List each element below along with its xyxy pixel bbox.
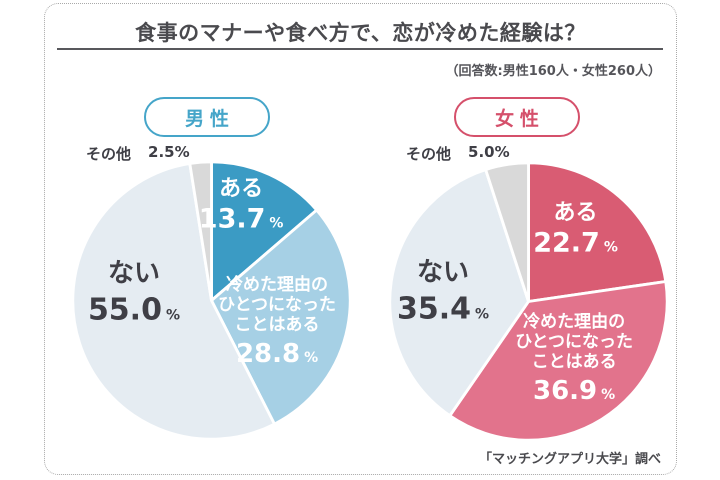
slice-label-yes: ある 13.7% — [198, 176, 284, 235]
respondents-note: （回答数:男性160人・女性260人） — [445, 64, 661, 79]
slice-label-no: ない 35.4% — [396, 258, 490, 327]
other-label: その他 — [86, 145, 132, 163]
pie-svg-women — [388, 161, 669, 442]
slice-label-yes: ある 22.7% — [533, 200, 618, 259]
pie-slice-0 — [527, 161, 668, 303]
pie-slice-3 — [188, 160, 213, 302]
gender-badge-women: 女性 — [454, 97, 580, 137]
other-note-women: その他 5.0% — [406, 143, 510, 164]
slice-label-partly: 冷めた理由の ひとつになった ことはある 28.8% — [218, 275, 336, 370]
pie-slice-3 — [484, 161, 530, 303]
pie-slice-1 — [210, 208, 352, 426]
page-title: 食事のマナーや食べ方で、恋が冷めた経験は？ — [135, 21, 586, 45]
slice-label-no: ない 55.0% — [87, 258, 180, 328]
other-value: 2.5% — [148, 143, 190, 161]
card: 食事のマナーや食べ方で、恋が冷めた経験は？ （回答数:男性160人・女性260人… — [44, 3, 677, 475]
pie-svg-men — [71, 160, 352, 441]
title-divider — [57, 48, 663, 50]
gender-badge-men: 男性 — [144, 97, 270, 137]
pie-chart-men: ある 13.7% 冷めた理由の ひとつになった ことはある 28.8% ない 5… — [69, 158, 354, 443]
other-value: 5.0% — [468, 143, 510, 161]
pie-slice-2 — [71, 162, 276, 441]
source-note: 「マッチングアプリ大学」調べ — [478, 452, 661, 467]
pie-slice-1 — [448, 280, 669, 442]
other-note-men: その他 2.5% — [86, 143, 190, 164]
pie-slice-0 — [210, 160, 319, 302]
slice-label-partly: 冷めた理由の ひとつになった ことはある 36.9% — [515, 311, 633, 406]
pie-slice-2 — [388, 168, 530, 418]
other-label: その他 — [406, 145, 452, 163]
pie-chart-women: ある 22.7% 冷めた理由の ひとつになった ことはある 36.9% ない 3… — [386, 159, 671, 444]
